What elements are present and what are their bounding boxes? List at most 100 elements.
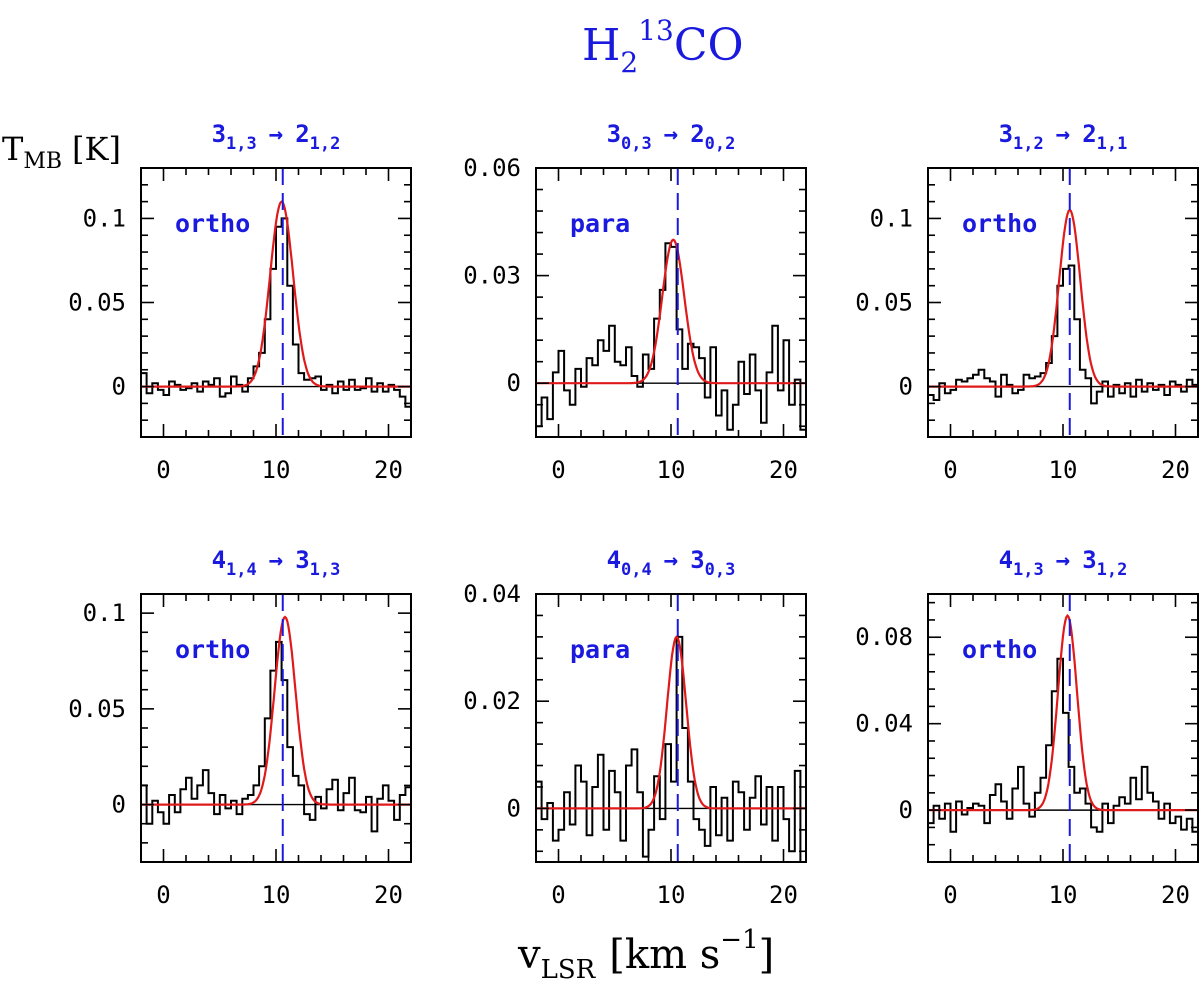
y-tick-label: 0 [507,369,521,397]
y-tick-label: 0.05 [68,289,126,317]
transition-label: 41,3 → 31,2 [999,546,1128,580]
panel-top-center: 0 10 20 0 0.03 0.06 para 30,3 → 20,2 [463,120,807,484]
gaussian-fit-line [141,200,411,388]
spectrum-histogram [536,635,806,863]
transition-lower: 3 [690,546,704,574]
y-tick-label: 0.1 [870,204,913,232]
x-tick-label: 20 [1161,456,1190,484]
x-tick-label: 10 [262,881,291,909]
x-tick-label: 10 [262,456,291,484]
transition-upper: 4 [999,546,1013,574]
gaussian-fit-line [928,208,1198,388]
gaussian-fit-line [536,238,806,385]
y-tick-label: 0.1 [83,204,126,232]
y-tick-label: 0 [507,794,521,822]
x-tick-label: 0 [551,456,565,484]
transition-arrow: → [1056,120,1070,148]
spectrum-histogram [536,242,806,431]
panel-bottom-center: 0 10 20 0 0.02 0.04 para 40,4 → 30,3 [463,546,807,909]
transition-upper-subscript: 1,2 [1013,134,1044,154]
transition-label: 31,2 → 21,1 [999,120,1128,154]
y-tick-label: 0 [112,791,126,819]
transition-upper-subscript: 1,3 [226,134,257,154]
x-tick-label: 20 [374,456,403,484]
panel-bottom-left: 0 10 20 0 0.05 0.1 ortho 41,4 → 31,3 [68,546,412,909]
transition-label: 31,3 → 21,2 [212,120,341,154]
y-tick-label: 0.05 [68,695,126,723]
y-axis-label: TMB [K] [2,130,121,174]
transition-lower: 3 [295,546,309,574]
y-tick-label: 0.06 [463,154,521,182]
transition-arrow: → [664,546,678,574]
transition-lower-subscript: 1,3 [310,560,341,580]
y-tick-label: 0.03 [463,262,521,290]
species-label: para [570,209,630,238]
panel-top-right: 0 10 20 0 0.05 0.1 ortho 31,2 → 21,1 [855,120,1199,484]
gaussian-fit-line [536,635,806,810]
transition-lower-subscript: 1,1 [1097,134,1128,154]
transition-upper-subscript: 0,3 [621,134,652,154]
y-tick-label: 0.08 [855,623,913,651]
x-axis-label: vLSR [km s−1] [517,925,774,985]
x-tick-label: 0 [156,456,170,484]
transition-label: 40,4 → 30,3 [607,546,736,580]
transition-arrow: → [269,120,283,148]
transition-upper: 3 [212,120,226,148]
y-tick-label: 0.05 [855,289,913,317]
x-tick-label: 10 [657,456,686,484]
transition-lower-subscript: 1,2 [1097,560,1128,580]
transition-lower: 2 [690,120,704,148]
transition-upper-subscript: 0,4 [621,560,652,580]
transition-lower: 2 [1082,120,1096,148]
x-tick-label: 10 [1049,456,1078,484]
transition-upper: 4 [607,546,621,574]
spectrum-histogram [928,264,1198,405]
species-label: ortho [175,209,250,238]
transition-lower-subscript: 0,2 [705,134,736,154]
transition-lower-subscript: 1,2 [310,134,341,154]
transition-upper: 4 [212,546,226,574]
panel-top-left: 0 10 20 0 0.05 0.1 ortho 31,3 → 21,2 [68,120,412,484]
transition-arrow: → [1056,546,1070,574]
transition-label: 30,3 → 20,2 [607,120,736,154]
spectrum-histogram [141,217,411,408]
species-label: ortho [962,209,1037,238]
x-tick-label: 0 [943,456,957,484]
species-label: ortho [962,635,1037,664]
x-tick-label: 0 [156,881,170,909]
x-tick-label: 0 [551,881,565,909]
panel-bottom-right: 0 10 20 0 0.04 0.08 ortho 41,3 → 31,2 [855,546,1199,909]
spectrum-histogram [141,640,411,833]
y-tick-label: 0.04 [463,580,521,608]
y-tick-label: 0 [112,373,126,401]
y-tick-label: 0 [899,796,913,824]
x-tick-label: 20 [769,881,798,909]
x-tick-label: 0 [943,881,957,909]
transition-lower: 2 [295,120,309,148]
y-tick-label: 0.1 [83,599,126,627]
x-tick-label: 20 [1161,881,1190,909]
transition-upper: 3 [999,120,1013,148]
spectrum-histogram [928,657,1198,833]
transition-label: 41,4 → 31,3 [212,546,341,580]
transition-upper: 3 [607,120,621,148]
species-label: para [570,635,630,664]
y-tick-label: 0.04 [855,710,913,738]
transition-upper-subscript: 1,4 [226,560,257,580]
x-tick-label: 10 [657,881,686,909]
transition-upper-subscript: 1,3 [1013,560,1044,580]
gaussian-fit-line [928,613,1198,812]
gaussian-fit-line [141,615,411,806]
x-tick-label: 20 [769,456,798,484]
y-tick-label: 0 [899,373,913,401]
transition-arrow: → [664,120,678,148]
transition-lower: 3 [1082,546,1096,574]
x-tick-label: 10 [1049,881,1078,909]
transition-arrow: → [269,546,283,574]
figure-title: H213CO [582,14,744,79]
species-label: ortho [175,635,250,664]
y-tick-label: 0.02 [463,687,521,715]
transition-lower-subscript: 0,3 [705,560,736,580]
